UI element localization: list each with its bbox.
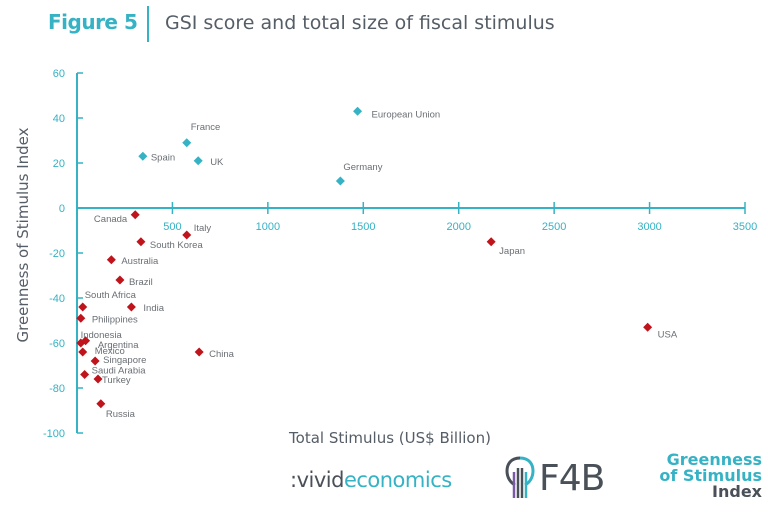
data-point (182, 230, 192, 240)
data-point-label: European Union (372, 109, 441, 120)
logo-strip: :vivideconomics F4B Greenness of Stimulu… (0, 448, 768, 512)
chart-points (76, 106, 653, 409)
data-point (93, 374, 103, 384)
scatter-chart: 60 40 20 0 -20 -40 -60 -80 -100 500 1000 1500 2000 25… (14, 68, 757, 447)
data-point (96, 399, 106, 409)
data-point-label: Mexico (95, 346, 125, 357)
x-axis-title: Total Stimulus (US$ Billion) (288, 429, 491, 447)
y-tick-label: -80 (49, 383, 65, 395)
gsi-logo-line3: Index (712, 482, 762, 501)
data-point-label: Turkey (102, 375, 131, 386)
data-point (335, 176, 345, 186)
data-point (126, 302, 136, 312)
chart-axes: 60 40 20 0 -20 -40 -60 -80 -100 500 1000 1500 2000 25… (43, 68, 757, 440)
data-point-label: Canada (94, 214, 128, 225)
data-point (106, 255, 116, 265)
data-point-label: Italy (194, 223, 212, 234)
data-point (138, 151, 148, 161)
vivid-economics-logo: :vivideconomics (290, 468, 452, 492)
data-point-label: South Korea (150, 240, 204, 251)
x-tick-label: 1000 (256, 221, 280, 233)
data-point (182, 138, 192, 148)
data-point (115, 275, 125, 285)
vivid-logo-prefix: :vivid (290, 468, 344, 492)
x-tick-label: 500 (163, 221, 181, 233)
figure-header: Figure 5 GSI score and total size of fis… (0, 0, 768, 50)
gsi-logo-line1: Greenness (666, 450, 762, 469)
data-point-label: Philippines (92, 314, 138, 325)
data-point (643, 322, 653, 332)
data-point-label: Singapore (103, 355, 146, 366)
data-point (76, 338, 86, 348)
data-point-label: Indonesia (81, 330, 123, 341)
data-point-label: Brazil (129, 277, 153, 288)
data-point (194, 347, 204, 357)
data-point (78, 302, 88, 312)
data-point (90, 356, 100, 366)
data-point-label: Australia (121, 256, 159, 267)
data-point (193, 156, 203, 166)
f4b-emblem-icon (505, 456, 535, 498)
data-point (78, 347, 88, 357)
data-point (130, 210, 140, 220)
data-point (80, 370, 90, 379)
data-point (76, 313, 86, 323)
x-tick-label: 3000 (637, 221, 661, 233)
y-tick-label: 20 (53, 158, 65, 170)
y-tick-label: 0 (59, 203, 65, 215)
gsi-logo: Greenness of Stimulus Index (640, 452, 762, 500)
f4b-logo: F4B (503, 454, 627, 502)
x-tick-label: 2000 (446, 221, 470, 233)
data-point-label: Germany (343, 162, 382, 173)
data-point-label: Argentina (98, 340, 139, 351)
vivid-logo-suffix: economics (343, 468, 452, 492)
header-divider (147, 6, 149, 42)
figure-number: Figure 5 (48, 10, 138, 34)
data-point-label: France (191, 122, 221, 133)
data-point (353, 106, 363, 116)
data-point-label: UK (210, 157, 224, 168)
data-point (136, 237, 146, 247)
y-tick-label: -20 (49, 248, 65, 260)
data-point-label: South Africa (85, 290, 137, 301)
data-point-label: Japan (499, 246, 525, 257)
data-point-label: Saudi Arabia (92, 366, 147, 377)
data-point (486, 237, 496, 247)
data-point-label: Russia (106, 409, 136, 420)
data-point-label: Spain (151, 152, 175, 163)
figure-title: GSI score and total size of fiscal stimu… (165, 12, 555, 34)
x-tick-label: 2500 (542, 221, 566, 233)
x-tick-label: 1500 (351, 221, 375, 233)
y-tick-label: -40 (49, 293, 65, 305)
f4b-logo-text: F4B (539, 458, 605, 499)
gsi-logo-line2: of Stimulus (659, 466, 762, 485)
data-point-label: India (143, 303, 164, 314)
x-tick-label: 3500 (733, 221, 757, 233)
data-point-label: USA (658, 329, 678, 340)
y-tick-label: 40 (53, 113, 65, 125)
y-tick-label: 60 (53, 68, 65, 80)
y-tick-label: -60 (49, 338, 65, 350)
y-tick-label: -100 (43, 428, 65, 440)
data-point-label: China (209, 349, 235, 360)
y-axis-title: Greenness of Stimulus Index (14, 127, 32, 342)
chart-point-labels: European Union France Spain UK Germany Canada… (81, 109, 678, 420)
